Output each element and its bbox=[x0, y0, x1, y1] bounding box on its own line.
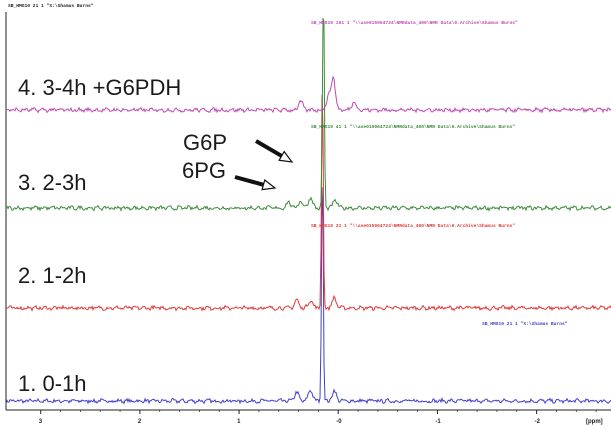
x-tick-label-1: 3 bbox=[39, 419, 43, 425]
spectrum-trace-3 bbox=[5, 17, 611, 212]
annotation-6pg: 6PG bbox=[182, 158, 226, 183]
spectrum-label-1: 1. 0-1h bbox=[18, 371, 87, 396]
x-tick-label-2: 2 bbox=[138, 419, 142, 425]
annotation-g6p: G6P bbox=[183, 130, 227, 155]
annotation-arrow-head-1 bbox=[278, 150, 294, 163]
x-tick-label-5: -1 bbox=[435, 419, 441, 425]
spectrum-trace-2 bbox=[5, 94, 611, 312]
x-axis-label: [ppm] bbox=[586, 419, 603, 425]
spectrum-label-2: 2. 1-2h bbox=[18, 263, 87, 288]
annotation-arrow-shaft-1 bbox=[254, 139, 283, 158]
spectrum-tag-2: SB_HMG10 31 1 "\\ase015964724\NMRdata_40… bbox=[311, 223, 515, 229]
spectrum-tag-4: SB_HMG10 101 1 "\\ase015964724\NMRdata_4… bbox=[311, 20, 518, 26]
spectrum-trace-1 bbox=[5, 187, 611, 405]
spectra-layer: 1. 0-1h SB_HMG10 21 1 "X:\Shamus Burns" 2.… bbox=[5, 17, 611, 405]
spectrum-label-4: 4. 3-4h +G6PDH bbox=[18, 75, 181, 100]
spectrum-tag-3: SB_HMG10 41 1 "\\ase015964724\NMRdata_40… bbox=[311, 124, 515, 130]
annotation-arrow-head-2 bbox=[261, 178, 277, 191]
x-tick-label-4: -0 bbox=[336, 419, 342, 425]
header-label: SB_HMG10 21 1 "X:\Shamus Burns" bbox=[8, 3, 94, 9]
spectrum-label-3: 3. 2-3h bbox=[18, 170, 87, 195]
x-axis-ticks: 3 2 1 -0 -1 -2 [ppm] bbox=[39, 410, 603, 425]
x-tick-label-3: 1 bbox=[237, 419, 241, 425]
x-tick-label-6: -2 bbox=[535, 419, 541, 425]
spectrum-tag-1: SB_HMG10 21 1 "X:\Shamus Burns" bbox=[482, 321, 568, 327]
annotation-arrow-shaft-2 bbox=[234, 175, 264, 187]
spectrum-trace-4 bbox=[5, 75, 611, 114]
